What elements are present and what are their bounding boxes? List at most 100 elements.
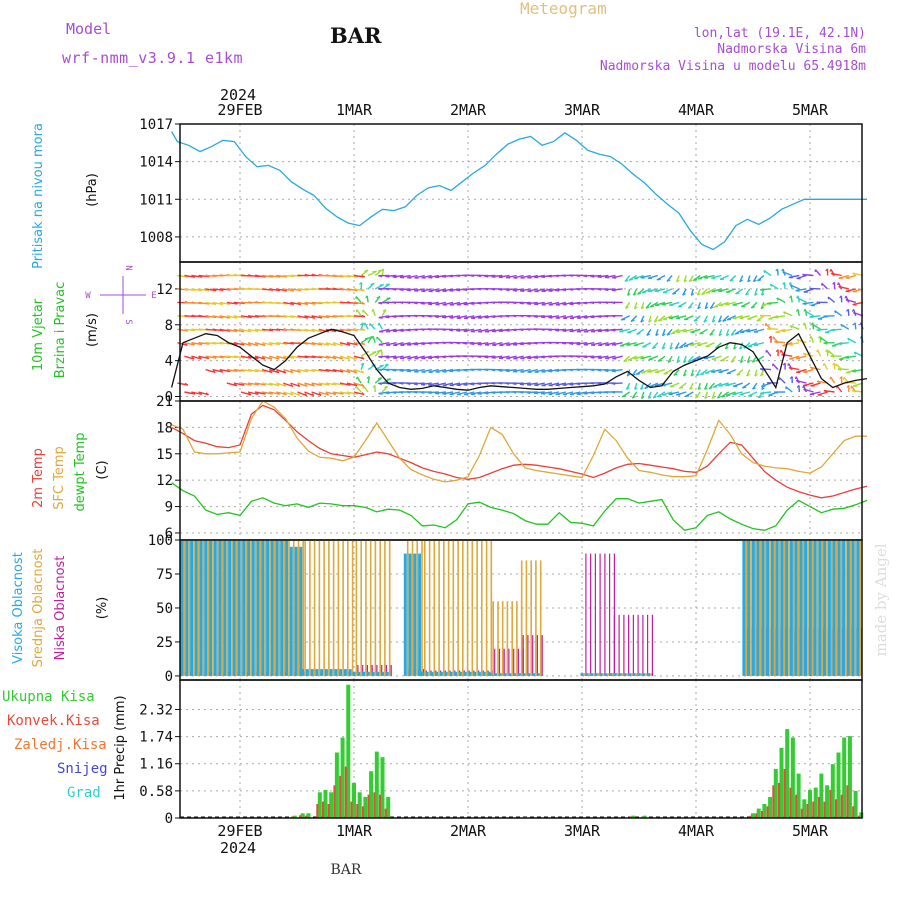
cloud-bar-low [613,614,615,676]
wind-arrow-head [597,301,602,304]
cloud-bar-mid [821,540,824,676]
wind-arrow [240,382,252,386]
bottom-day-label: 4MAR [678,822,715,840]
precip-bar-total [334,752,339,818]
wind-arrow-head [463,288,468,292]
wind-arrow-head [661,346,666,350]
wind-arrow [283,368,294,374]
legend-frozen-precip: Zaledj.Kisa [14,737,107,753]
precip-bar-total [785,729,790,818]
cloud-bar-high [223,540,227,676]
wind-arrow [374,349,381,357]
cloud-bar-high [266,540,270,676]
wind-arrow-head [427,328,432,331]
wind-arrow-head [283,383,287,387]
wind-arrow [339,355,350,360]
wind-arrow-head [379,284,384,286]
wind-arrow [346,342,358,346]
temperature-panel: 6 9 12 15 18 21 [156,394,868,542]
wind-arrow-head [378,392,383,395]
wind-arrow-head [840,324,843,328]
cloud-bar-low [637,614,639,676]
cloud-bar-low [527,635,529,676]
wind-arrow-head [590,316,595,319]
wind-arrow-head [731,333,735,336]
wind-arrow-head [385,392,390,395]
wind-arrow [374,296,381,303]
cloud-bar-mid [850,540,852,676]
wind-arrow [198,301,210,305]
wind-arrow [353,288,365,292]
wind-arrow-head [753,279,757,283]
wind-arrow-head [212,370,216,373]
cloud-bar-high [808,540,812,676]
wind-arrow [752,275,758,283]
cloud-bar-mid [347,540,349,676]
wind-arrow [704,391,709,399]
wind-arrow-head [269,370,273,373]
temp-ytick-label: 18 [156,420,173,436]
cloud-bar-high [498,673,502,676]
wind-arrow-head [361,370,365,374]
wind-arrow-head [768,335,772,339]
wind-arrow [703,315,709,323]
wind-arrow-head [757,279,762,282]
wind-arrow-head [505,315,510,318]
wind-arrow-head [641,306,645,310]
wind-arrow [261,355,273,360]
cloud-bar-mid [635,673,638,676]
wind-arrow-head [276,370,280,374]
wind-arrow [297,328,309,332]
wind-arrow-head [540,342,545,345]
wind-arrow-head [576,355,580,358]
wind-arrow-head [555,370,560,373]
wind-arrow [240,342,252,346]
wind-arrow [212,288,224,291]
wind-arrow [297,315,308,319]
wind-arrow [803,388,814,393]
wind-arrow-head [456,289,461,292]
wind-arrow-head [392,315,397,318]
cloud-ylabel-3: Niska Oblacnost [53,556,68,661]
cloud-bar-high [536,673,540,676]
cloud-bar-high [435,671,439,676]
wind-arrow-head [590,275,595,278]
wind-arrow [318,342,329,346]
wind-arrow [739,275,744,283]
cloud-bar-mid [297,540,300,676]
wind-arrow [261,368,273,374]
cloud-bar-mid [360,540,362,676]
cloud-bar-mid [235,540,238,676]
wind-arrow-head [628,278,633,281]
wind-arrow-head [399,288,404,292]
cloud-bar-high [789,540,793,676]
cloud-bar-mid [774,540,776,676]
wind-arrow-head [361,342,365,345]
wind-arrow-head [491,301,496,304]
wind-arrow-head [371,309,374,312]
wind-arrow [346,355,357,360]
wind-arrow [648,315,652,323]
wind-arrow-head [822,363,825,366]
wind-arrow [362,385,369,393]
cloud-bar-high [856,540,860,676]
cloud-bar-low [371,665,373,676]
wind-arrow-head [513,370,518,373]
precip-bar-total [842,737,847,818]
wind-arrow [233,315,245,319]
wind-arrow [353,391,365,396]
pressure-ytick-label: 1011 [139,192,173,208]
wind-arrow-head [498,391,503,394]
wind-arrow [346,288,358,292]
wind-arrow-head [763,270,766,273]
wind-arrow-head [851,389,856,393]
wind-arrow-head [838,285,842,289]
wind-arrow-head [597,315,602,318]
wind-arrow-head [340,343,344,346]
cloud-bar-high [339,669,343,676]
wind-arrow-head [376,349,381,353]
wind-arrow [760,368,772,371]
wind-arrow [378,322,383,330]
wind-arrow [770,283,779,290]
wind-arrow-head [219,369,224,373]
